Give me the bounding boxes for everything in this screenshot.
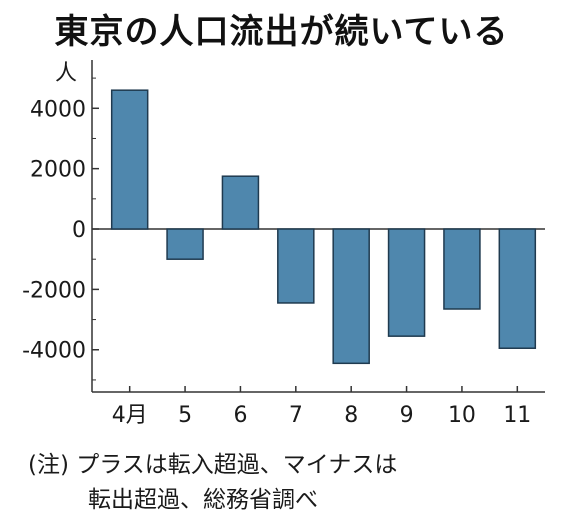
x-tick-label: 8 <box>344 403 358 428</box>
bar-chart: 人 4000 2000 0 -2000 -4000 4月 5 6 7 8 9 10 11 <box>22 60 545 428</box>
bar-1 <box>166 228 204 260</box>
y-tick-label: -2000 <box>22 278 86 303</box>
bar-5 <box>387 228 426 337</box>
y-tick-label: -4000 <box>22 339 86 364</box>
bar-2 <box>221 175 260 230</box>
x-tick-label: 5 <box>178 403 192 428</box>
bar-6 <box>443 228 481 310</box>
y-tick-label: 4000 <box>30 97 86 122</box>
footnote: (注) プラスは転入超過、マイナスは 転出超過、総務省調べ <box>28 448 397 518</box>
x-tick-label: 4月 <box>112 403 148 428</box>
bar-4 <box>332 228 370 365</box>
footnote-line-1: (注) プラスは転入超過、マイナスは <box>28 452 398 478</box>
bar-7 <box>498 228 537 349</box>
x-tick-label: 6 <box>233 403 247 428</box>
chart-title: 東京の人口流出が続いている <box>54 12 509 52</box>
x-tick-label: 10 <box>448 403 476 428</box>
x-tick-label: 7 <box>289 403 303 428</box>
bar-3 <box>277 228 315 304</box>
bar-0 <box>110 89 149 230</box>
y-axis-unit-label: 人 <box>55 61 77 86</box>
footnote-line-2: 転出超過、総務省調べ <box>88 487 318 513</box>
y-tick-label: 2000 <box>30 158 86 183</box>
x-tick-label: 9 <box>400 403 414 428</box>
y-tick-label: 0 <box>72 218 86 243</box>
x-tick-label: 11 <box>503 403 531 428</box>
